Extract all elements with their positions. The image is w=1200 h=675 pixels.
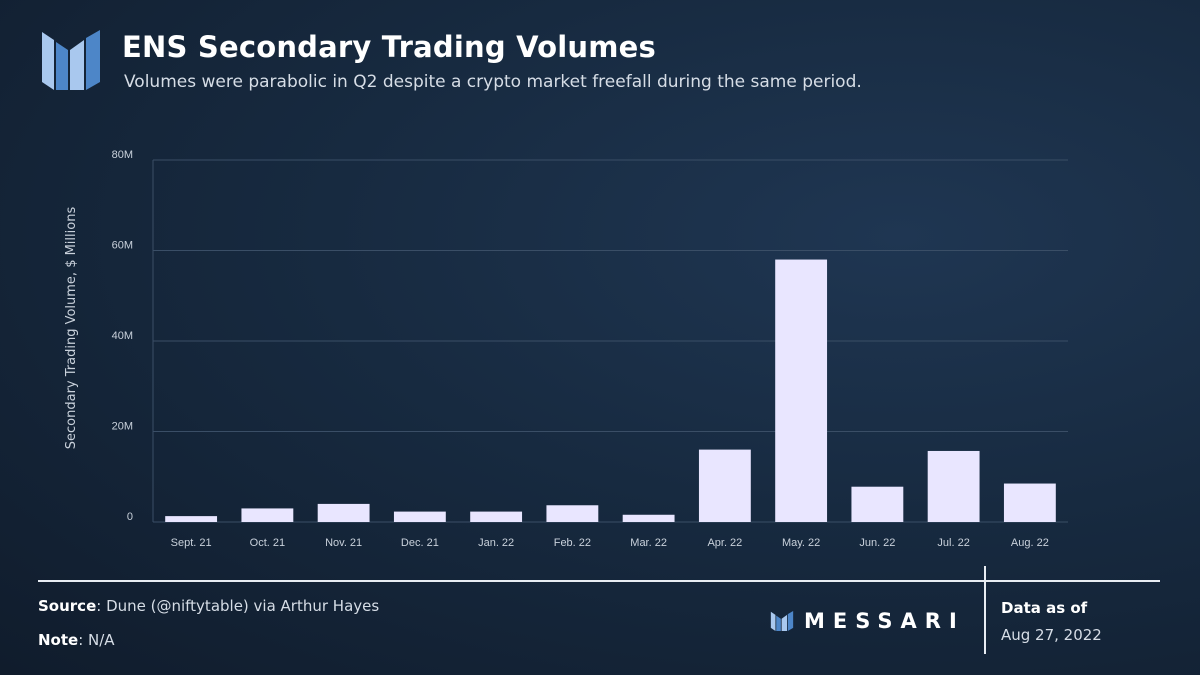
x-tick-label: Jul. 22 [937, 537, 969, 549]
bar [241, 508, 294, 522]
chart-subtitle: Volumes were parabolic in Q2 despite a c… [124, 72, 862, 92]
grid-lines [152, 159, 1068, 523]
messari-brand: MESSARI [770, 606, 965, 636]
note-label: Note [38, 631, 79, 649]
note-line: Note: N/A [38, 631, 115, 649]
chart-title: ENS Secondary Trading Volumes [122, 30, 656, 64]
messari-mark-icon [770, 611, 794, 631]
data-as-of-label: Data as of [1001, 599, 1088, 617]
bar [546, 505, 599, 522]
y-axis-ticks: 0 20M 40M 60M 80M [112, 149, 133, 523]
source-text: : Dune (@niftytable) via Arthur Hayes [96, 597, 380, 615]
brand-wordmark: MESSARI [804, 609, 965, 633]
x-tick-label: Sept. 21 [171, 537, 212, 549]
note-text: : N/A [78, 631, 115, 649]
bar [165, 516, 218, 522]
x-tick-label: Dec. 21 [401, 537, 439, 549]
bar [470, 511, 523, 522]
x-tick-label: Mar. 22 [630, 537, 667, 549]
x-tick-label: Jun. 22 [859, 537, 895, 549]
x-axis-ticks: Sept. 21 Oct. 21 Nov. 21 Dec. 21 Jan. 22 Feb.… [171, 537, 1049, 549]
bar [851, 486, 904, 522]
y-tick-label: 20M [112, 421, 133, 433]
source-line: Source: Dune (@niftytable) via Arthur Ha… [38, 597, 379, 615]
x-tick-label: Apr. 22 [707, 537, 742, 549]
bar [775, 259, 828, 522]
bar [927, 450, 980, 522]
footer-vertical-divider [984, 566, 986, 654]
y-tick-label: 40M [112, 330, 133, 342]
y-tick-label: 0 [127, 511, 133, 523]
bars [165, 259, 1056, 522]
x-tick-label: May. 22 [782, 537, 820, 549]
x-tick-label: Nov. 21 [325, 537, 362, 549]
bar [393, 511, 446, 522]
bar [317, 503, 370, 522]
data-as-of-date: Aug 27, 2022 [1001, 626, 1102, 644]
x-tick-label: Jan. 22 [478, 537, 514, 549]
x-tick-label: Oct. 21 [250, 537, 285, 549]
y-axis-label: Secondary Trading Volume, $ Millions [64, 207, 79, 450]
bar [1003, 483, 1056, 522]
y-tick-label: 60M [112, 240, 133, 252]
y-tick-label: 80M [112, 149, 133, 161]
source-label: Source [38, 597, 97, 615]
footer-divider [38, 580, 1160, 582]
x-tick-label: Aug. 22 [1011, 537, 1049, 549]
messari-logo-icon [42, 30, 100, 90]
bar [698, 449, 751, 522]
x-tick-label: Feb. 22 [554, 537, 591, 549]
bar [622, 514, 675, 522]
